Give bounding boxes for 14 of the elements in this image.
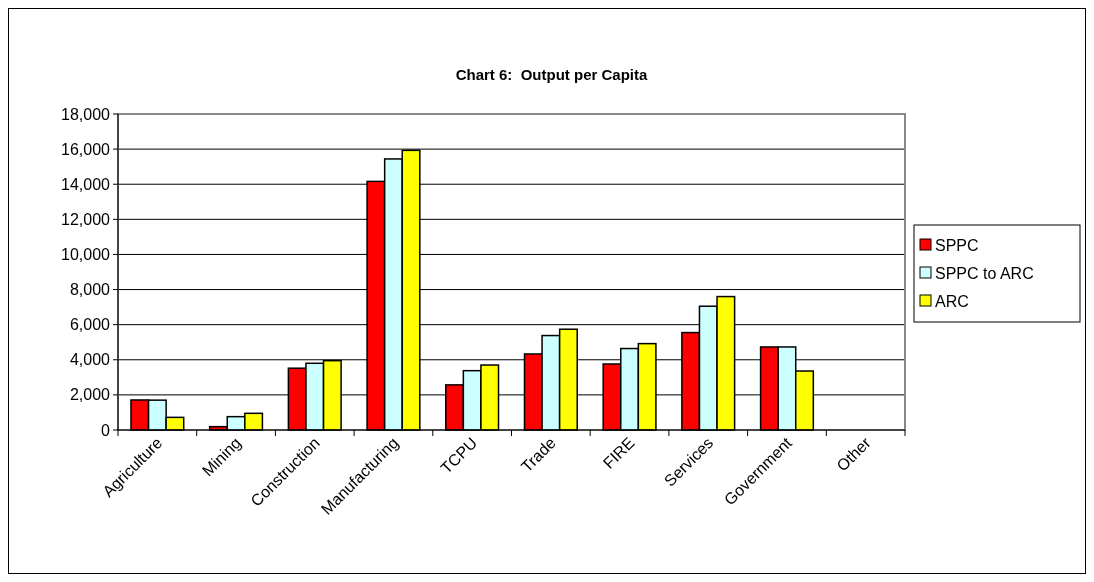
legend-label: SPPC bbox=[935, 236, 979, 254]
y-tick-label: 16,000 bbox=[61, 140, 111, 158]
y-tick-label: 10,000 bbox=[61, 246, 111, 264]
y-tick-label: 8,000 bbox=[69, 281, 111, 299]
y-tick-label: 2,000 bbox=[69, 386, 111, 404]
y-tick-label: 12,000 bbox=[61, 210, 111, 228]
legend-label: ARC bbox=[935, 292, 969, 310]
y-tick-label: 14,000 bbox=[61, 175, 111, 193]
y-tick-label: 4,000 bbox=[69, 351, 111, 369]
y-tick-label: 6,000 bbox=[69, 316, 111, 334]
chart-title: Chart 6: Output per Capita bbox=[455, 66, 648, 83]
legend-label: SPPC to ARC bbox=[935, 264, 1034, 282]
y-tick-label: 0 bbox=[101, 421, 111, 439]
y-tick-label: 18,000 bbox=[61, 105, 111, 123]
